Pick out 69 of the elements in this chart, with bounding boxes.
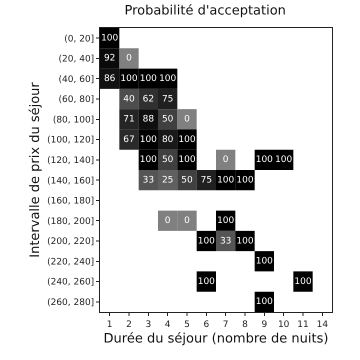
- x-tick-label: 4: [164, 320, 171, 330]
- data-label: 100: [140, 74, 158, 84]
- y-tick-label: (20, 40]: [58, 54, 94, 65]
- data-label: 33: [142, 175, 154, 186]
- data-label: 100: [101, 33, 119, 44]
- data-label: 40: [123, 94, 135, 104]
- y-tick-label: (80, 100]: [52, 115, 94, 126]
- data-label: 0: [126, 54, 132, 64]
- data-label: 100: [217, 175, 235, 186]
- data-label: 0: [164, 216, 171, 226]
- data-label: 100: [198, 276, 216, 287]
- data-label: 100: [198, 236, 216, 246]
- data-label: 75: [162, 94, 174, 104]
- data-label: 100: [236, 236, 254, 246]
- data-label: 80: [162, 134, 174, 145]
- y-tick-label: (180, 200]: [47, 216, 94, 227]
- data-label: 100: [120, 74, 138, 84]
- data-label: 92: [104, 54, 116, 64]
- data-label: 100: [140, 155, 158, 166]
- data-label: 62: [142, 94, 154, 104]
- data-label: 100: [178, 155, 196, 166]
- x-tick-label: 9: [261, 320, 268, 330]
- data-label: 50: [162, 155, 174, 166]
- data-label: 75: [200, 175, 212, 186]
- x-tick-label: 14: [316, 320, 328, 330]
- y-tick-label: (120, 140]: [47, 156, 94, 166]
- x-tick-label: 10: [278, 320, 290, 330]
- data-label: 100: [275, 155, 293, 166]
- y-tick-label: (0, 20]: [64, 34, 94, 44]
- x-tick-label: 3: [145, 320, 152, 330]
- data-label: 0: [184, 216, 190, 226]
- data-label: 71: [123, 114, 135, 125]
- data-label: 50: [162, 114, 174, 125]
- data-label: 100: [140, 134, 158, 145]
- x-axis-title: Durée du séjour (nombre de nuits): [104, 331, 328, 346]
- y-tick-label: (140, 160]: [47, 176, 94, 186]
- y-axis-title: Intervalle de prix du séjour: [28, 82, 44, 258]
- y-tick-label: (260, 280]: [47, 298, 94, 308]
- x-tick-label: 6: [203, 320, 210, 330]
- data-label: 0: [184, 114, 190, 125]
- x-tick-label: 7: [222, 320, 229, 330]
- data-label: 86: [104, 74, 116, 84]
- y-tick-label: (40, 60]: [58, 74, 94, 85]
- data-label: 100: [178, 134, 196, 145]
- x-tick-label: 8: [242, 320, 248, 330]
- data-label: 100: [217, 216, 235, 226]
- x-tick-label: 5: [184, 320, 190, 330]
- x-tick-label: 2: [126, 320, 132, 330]
- data-label: 100: [256, 256, 274, 267]
- data-label: 33: [220, 236, 232, 246]
- data-label: 88: [142, 114, 154, 125]
- data-label: 0: [222, 155, 229, 166]
- x-tick-label: 11: [297, 320, 309, 330]
- chart-title: Probabilité d'acceptation: [124, 4, 286, 18]
- x-tick-label: 1: [106, 320, 113, 330]
- data-label: 25: [162, 175, 174, 186]
- y-tick-label: (200, 220]: [47, 237, 94, 248]
- y-tick-label: (100, 120]: [47, 136, 94, 146]
- y-tick-label: (160, 180]: [47, 196, 94, 207]
- data-label: 100: [159, 74, 177, 84]
- data-label: 50: [181, 175, 193, 186]
- data-label: 100: [256, 155, 274, 166]
- y-tick-label: (220, 240]: [47, 257, 94, 268]
- y-tick-label: (240, 260]: [47, 278, 94, 288]
- data-label: 100: [236, 175, 254, 186]
- data-label: 100: [294, 276, 312, 287]
- data-label: 67: [123, 134, 135, 145]
- y-tick-label: (60, 80]: [58, 95, 94, 106]
- data-label: 100: [256, 297, 274, 308]
